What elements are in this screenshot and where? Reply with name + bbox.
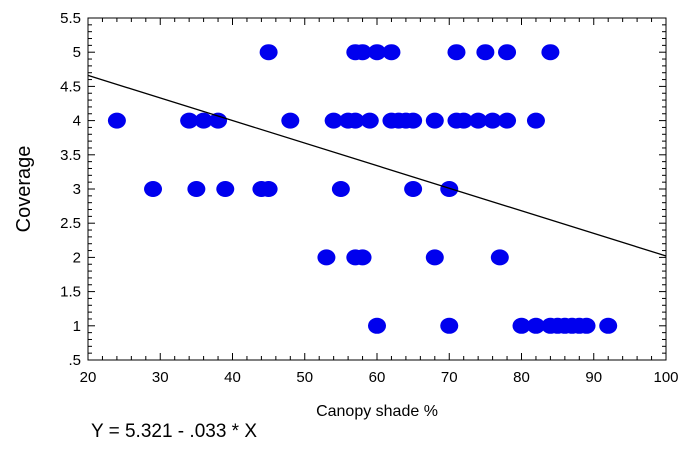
data-point (368, 317, 386, 334)
x-tick-label: 40 (224, 369, 241, 386)
data-point (317, 249, 336, 266)
y-tick-label: 5.5 (60, 10, 81, 27)
data-point (353, 44, 372, 61)
data-point (483, 112, 502, 129)
x-axis-label: Canopy shade % (316, 403, 438, 420)
data-point (498, 44, 517, 61)
regression-line-group (87, 74, 667, 257)
y-tick-label: 2.5 (60, 215, 81, 232)
data-point (454, 112, 473, 129)
data-point (490, 249, 509, 266)
data-point (526, 317, 545, 334)
data-point (216, 181, 235, 197)
y-axis-label: Coverage (13, 146, 35, 233)
data-point (447, 44, 466, 61)
data-point (577, 317, 596, 334)
data-point (498, 112, 517, 129)
y-tick-label: 4 (73, 113, 81, 130)
x-tick-label: 70 (441, 369, 458, 386)
data-point (144, 181, 163, 197)
data-point (281, 112, 300, 129)
y-tick-label: 4.5 (60, 78, 81, 95)
y-tick-label: 1.5 (60, 284, 81, 301)
y-tick-label: 2 (73, 249, 81, 266)
data-point (107, 112, 126, 129)
x-tick-label: 90 (585, 369, 602, 386)
data-point (425, 112, 444, 129)
data-point (440, 317, 459, 334)
regression-equation: Y = 5.321 - .033 * X (91, 421, 258, 442)
data-point (346, 112, 365, 129)
data-point (440, 181, 459, 197)
y-tick-label: .5 (68, 352, 81, 369)
data-point (469, 112, 488, 129)
plot-border (87, 17, 667, 361)
data-point (353, 249, 372, 266)
data-point (194, 112, 213, 129)
x-axis-ticks: 20 30 40 50 60 70 80 90 100 (80, 18, 679, 386)
regression-line (87, 74, 667, 257)
data-points (107, 44, 618, 334)
data-point (259, 44, 278, 61)
data-point (259, 181, 278, 197)
y-tick-label: 3 (73, 181, 81, 198)
data-point (180, 112, 199, 129)
data-point (425, 249, 444, 266)
data-point (404, 181, 423, 197)
data-point (324, 112, 343, 129)
y-tick-label: 1 (73, 318, 81, 335)
x-tick-label: 50 (296, 369, 313, 386)
data-point (526, 112, 545, 129)
data-point (599, 317, 618, 334)
y-tick-label: 5 (73, 44, 81, 61)
data-point (331, 181, 350, 197)
x-tick-label: 30 (152, 369, 169, 386)
x-tick-label: 20 (80, 369, 97, 386)
data-point (368, 44, 386, 61)
y-axis-ticks: .5 1 1.5 2 2.5 3 3.5 4 4.5 5 5.5 (60, 10, 666, 369)
x-tick-label: 60 (369, 369, 386, 386)
x-tick-label: 100 (653, 369, 678, 386)
data-point (360, 112, 379, 129)
data-point (541, 44, 560, 61)
data-point (187, 181, 206, 197)
data-point (512, 317, 531, 334)
y-tick-label: 3.5 (60, 147, 81, 164)
data-point (476, 44, 495, 61)
data-point (209, 112, 228, 129)
plot-frame (87, 17, 667, 361)
x-tick-label: 80 (513, 369, 530, 386)
data-point (404, 112, 423, 129)
data-point (382, 44, 401, 61)
